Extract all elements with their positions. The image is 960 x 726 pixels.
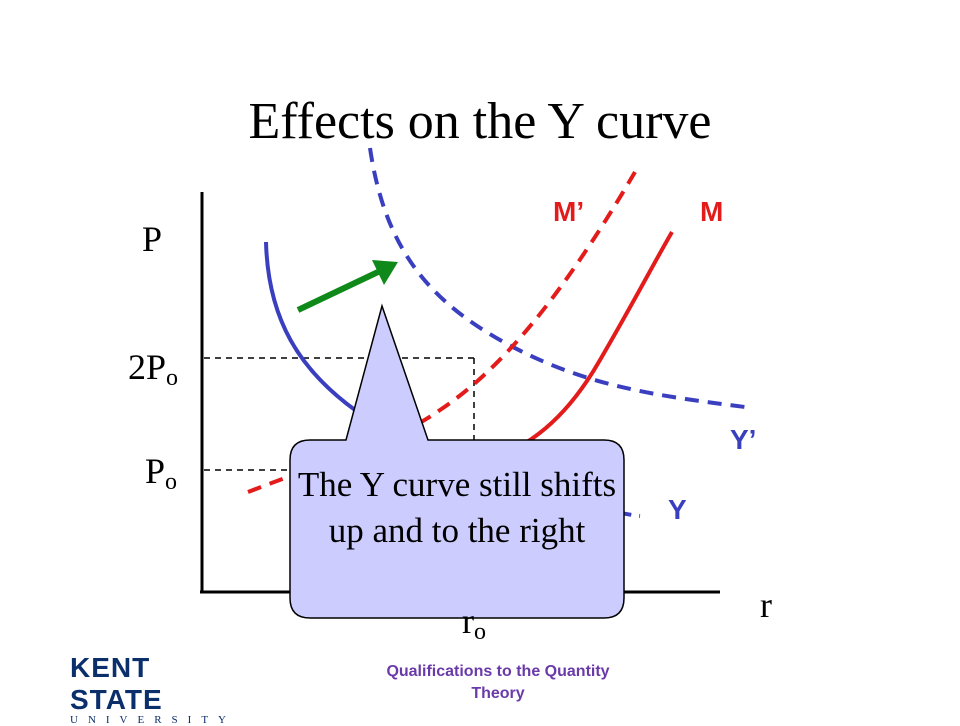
- x-tick-ro-main: r: [462, 601, 474, 641]
- x-tick-ro-sub: o: [474, 619, 486, 645]
- y-label: Y: [668, 494, 687, 525]
- y-tick-po-main: P: [145, 451, 166, 491]
- y-prime-curve: [368, 147, 746, 409]
- x-axis-label: r: [760, 585, 772, 625]
- shift-arrow-head: [372, 260, 398, 285]
- kent-state-logo: KENT STATE UNIVERSITY: [70, 652, 250, 726]
- y-axis-label: P: [142, 219, 163, 259]
- callout-text: The Y curve still shifts up and to the r…: [297, 465, 617, 550]
- y-tick-2po-sub: o: [166, 365, 179, 391]
- m-curve: [469, 230, 674, 472]
- shift-arrow: [296, 269, 380, 313]
- x-tick-ro: ro: [462, 600, 486, 646]
- y-prime-label: Y’: [730, 424, 757, 455]
- callout-balloon: [289, 303, 625, 619]
- footer-line-2: Theory: [471, 685, 525, 702]
- y-tick-po-sub: o: [165, 469, 178, 495]
- y-tick-po: Po: [145, 450, 177, 496]
- slide-title: Effects on the Y curve: [248, 93, 712, 150]
- y-tick-2po-main: 2P: [128, 347, 167, 387]
- footer-line-1: Qualifications to the Quantity: [386, 663, 610, 680]
- footer-text: Qualifications to the Quantity Theory: [356, 661, 640, 705]
- logo-main-text: KENT STATE: [70, 652, 163, 715]
- logo-sub-text: UNIVERSITY: [70, 714, 236, 726]
- m-prime-label: M’: [553, 196, 585, 227]
- y-curve: [264, 241, 357, 412]
- m-label: M: [700, 196, 724, 227]
- y-tick-2po: 2Po: [128, 346, 178, 392]
